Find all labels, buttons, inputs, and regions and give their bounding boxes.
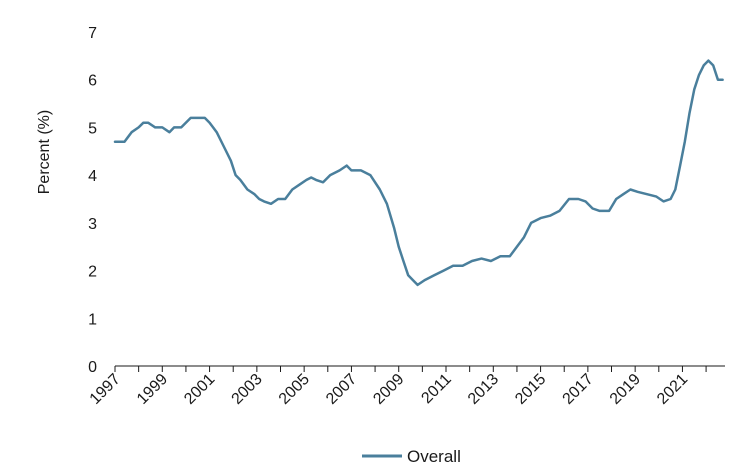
x-tick-label: 1997 (87, 371, 124, 408)
x-tick-label: 2017 (560, 371, 597, 408)
legend-label-overall: Overall (407, 447, 461, 466)
x-tick-label: 2005 (276, 371, 313, 408)
y-tick-label: 3 (88, 216, 97, 233)
x-tick-label: 2021 (654, 371, 691, 408)
y-tick-label: 5 (88, 120, 97, 137)
x-tick-label: 1999 (134, 371, 171, 408)
legend: Overall (362, 447, 461, 466)
x-tick-label: 2003 (228, 371, 265, 408)
x-tick-label: 2013 (465, 371, 502, 408)
x-tick-label: 2007 (323, 371, 360, 408)
x-tick-label: 2019 (607, 371, 644, 408)
series-layer (113, 59, 724, 287)
y-tick-label: 2 (88, 264, 97, 281)
x-tick-label: 2009 (370, 371, 407, 408)
y-tick-label: 1 (88, 311, 97, 328)
x-tick-label: 2001 (181, 371, 218, 408)
x-axis (114, 365, 725, 372)
x-tick-label: 2011 (418, 371, 454, 407)
x-tick-label: 2015 (512, 371, 549, 408)
series-line-overall (113, 59, 724, 287)
x-axis-tick-labels: 1997 1999 2001 2003 2005 2007 2009 2011 2013 2015… (87, 371, 692, 408)
y-axis-title: Percent (%) (36, 110, 53, 194)
y-tick-label: 0 (88, 359, 97, 376)
y-tick-label: 7 (88, 25, 97, 42)
y-axis-tick-labels: 0 1 2 3 4 5 6 7 (88, 25, 97, 376)
y-tick-label: 4 (88, 168, 97, 185)
y-tick-label: 6 (88, 73, 97, 90)
